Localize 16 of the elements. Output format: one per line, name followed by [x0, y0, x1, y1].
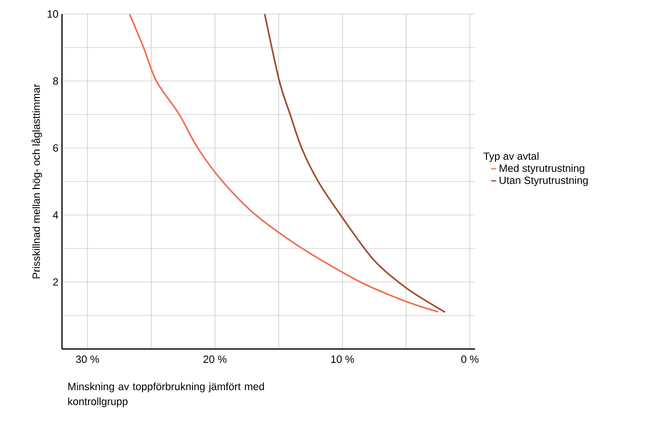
- y-tick-label: 2: [53, 278, 58, 286]
- x-tick-label: 30 %: [76, 356, 100, 363]
- y-tick-label: 6: [53, 144, 58, 152]
- x-tick-label: 10 %: [331, 356, 354, 363]
- y-tick-label: 10: [48, 10, 58, 18]
- line-series: [264, 14, 446, 313]
- y-axis-title: Prisskillnad mellan hög- och låglasttimmar: [31, 84, 42, 278]
- legend-title: Typ av avtal: [484, 152, 538, 162]
- y-tick-label: 8: [53, 77, 58, 85]
- y-tick-label: 4: [52, 211, 58, 219]
- legend-label: Utan Styrutrustning: [500, 176, 588, 186]
- x-tick-label: 20 %: [204, 356, 226, 363]
- line-series: [128, 14, 439, 313]
- x-axis-title: Minskning av toppförbrukning jämfört med kontrollgrupp: [68, 382, 264, 408]
- x-tick-label: 0 %: [461, 356, 479, 363]
- legend-label: Med styrutrustning: [500, 164, 584, 174]
